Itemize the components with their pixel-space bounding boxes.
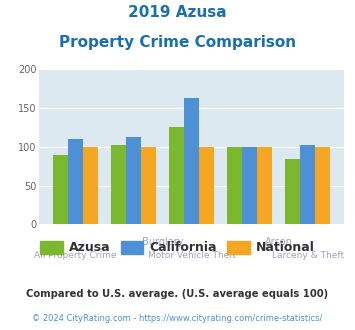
Text: Compared to U.S. average. (U.S. average equals 100): Compared to U.S. average. (U.S. average … [26,289,329,299]
Text: Arson: Arson [265,237,293,247]
Bar [242,147,257,224]
Bar [227,147,242,224]
Text: Motor Vehicle Theft: Motor Vehicle Theft [148,251,236,260]
Text: Burglary: Burglary [142,237,184,247]
Bar [285,159,300,224]
Legend: Azusa, California, National: Azusa, California, National [36,236,320,259]
Bar [83,147,98,224]
Text: 2019 Azusa: 2019 Azusa [128,5,227,20]
Bar [199,147,214,224]
Text: All Property Crime: All Property Crime [34,251,117,260]
Bar [53,154,68,224]
Bar [169,127,184,224]
Text: © 2024 CityRating.com - https://www.cityrating.com/crime-statistics/: © 2024 CityRating.com - https://www.city… [32,314,323,323]
Bar [315,147,331,224]
Text: Larceny & Theft: Larceny & Theft [272,251,344,260]
Text: Property Crime Comparison: Property Crime Comparison [59,35,296,50]
Bar [68,139,83,224]
Bar [257,147,272,224]
Bar [126,137,141,224]
Bar [141,147,156,224]
Bar [111,145,126,224]
Bar [300,145,315,224]
Bar [184,98,199,224]
